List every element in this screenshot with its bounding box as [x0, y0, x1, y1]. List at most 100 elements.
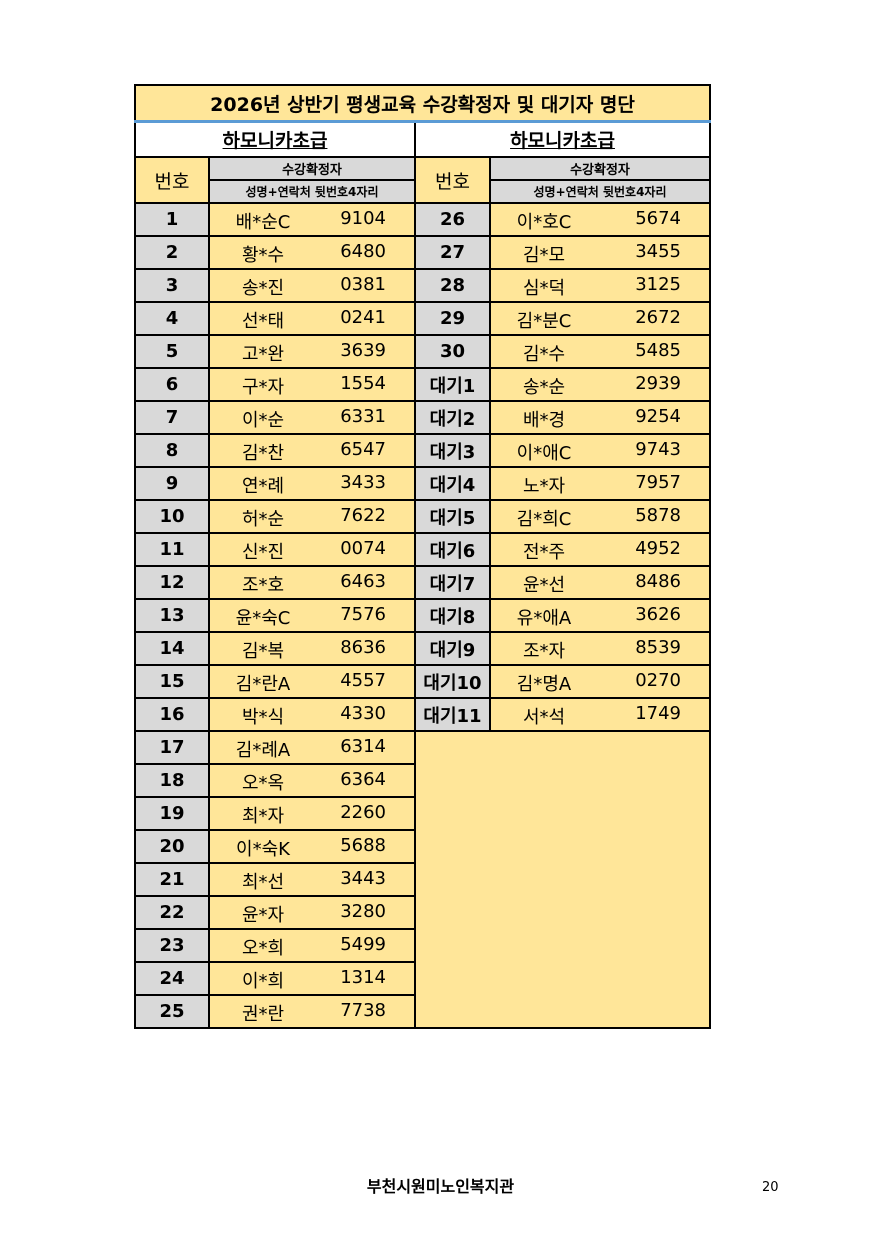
participant-name: 김*찬 — [241, 443, 285, 464]
participant-name: 최*자 — [241, 806, 285, 827]
table-row: 17 김*례A 6314 — [134, 730, 712, 1029]
phone-last-four: 3626 — [635, 604, 682, 625]
participant-name: 구*자 — [241, 377, 285, 398]
table-row: 8 김*찬 6547 대기3 이*애C 9743 — [134, 433, 712, 468]
right-row-number: 대기3 — [414, 433, 491, 468]
left-row-number: 4 — [134, 301, 210, 336]
participant-name: 신*진 — [241, 542, 285, 563]
right-entry-cell: 이*애C 9743 — [488, 433, 712, 468]
left-entry-cell: 선*태 0241 — [208, 301, 416, 336]
empty-area — [413, 730, 712, 1029]
phone-last-four: 9104 — [340, 208, 386, 229]
participant-name: 황*수 — [241, 245, 285, 266]
phone-last-four: 1749 — [635, 703, 682, 724]
left-entry-cell: 이*숙K 5688 — [208, 829, 416, 864]
phone-last-four: 6547 — [340, 439, 386, 460]
right-row-number: 대기2 — [414, 400, 491, 435]
left-row-number: 21 — [134, 862, 210, 897]
table-row: 12 조*호 6463 대기7 윤*선 8486 — [134, 565, 712, 600]
left-row-number: 13 — [134, 598, 210, 633]
participant-name: 오*옥 — [241, 773, 285, 794]
left-row-number: 7 — [134, 400, 210, 435]
phone-last-four: 3433 — [340, 472, 386, 493]
table-row: 1 배*순C 9104 26 이*호C 5674 — [134, 202, 712, 237]
right-entry-cell: 이*호C 5674 — [488, 202, 712, 237]
right-row-number: 대기8 — [414, 598, 491, 633]
left-entry-cell: 황*수 6480 — [208, 235, 416, 270]
participant-name: 서*석 — [522, 707, 566, 728]
participant-name: 송*순 — [522, 377, 566, 398]
phone-last-four: 6463 — [340, 571, 386, 592]
left-row-number: 11 — [134, 532, 210, 567]
left-entry-cell: 연*례 3433 — [208, 466, 416, 501]
phone-last-four: 4330 — [340, 703, 386, 724]
left-entry-cell: 김*란A 4557 — [208, 664, 416, 699]
right-entry-cell: 김*수 5485 — [488, 334, 712, 369]
table-row: 10 허*순 7622 대기5 김*희C 5878 — [134, 499, 712, 534]
left-name-phone-header: 성명+연락처 뒷번호4자리 — [208, 179, 416, 204]
right-row-number: 30 — [414, 334, 491, 369]
left-row-number: 6 — [134, 367, 210, 402]
participant-name: 이*애C — [516, 443, 572, 464]
participant-name: 이*숙K — [236, 839, 290, 860]
right-entry-cell: 김*분C 2672 — [488, 301, 712, 336]
left-entry-cell: 이*순 6331 — [208, 400, 416, 435]
right-entry-cell: 김*희C 5878 — [488, 499, 712, 534]
left-row-number: 16 — [134, 697, 210, 732]
phone-last-four: 9254 — [635, 406, 682, 427]
left-row-number: 3 — [134, 268, 210, 303]
left-entry-cell: 최*선 3443 — [208, 862, 416, 897]
phone-last-four: 0074 — [340, 538, 386, 559]
table-row: 15 김*란A 4557 대기10 김*명A 0270 — [134, 664, 712, 699]
left-entry-cell: 조*호 6463 — [208, 565, 416, 600]
left-entry-cell: 송*진 0381 — [208, 268, 416, 303]
phone-last-four: 6331 — [340, 406, 386, 427]
right-row-number: 26 — [414, 202, 491, 237]
table-row: 23 오*희 5499 — [134, 928, 710, 963]
phone-last-four: 2260 — [340, 802, 386, 823]
table-row: 7 이*순 6331 대기2 배*경 9254 — [134, 400, 712, 435]
right-entry-cell: 서*석 1749 — [488, 697, 712, 732]
phone-last-four: 6314 — [340, 736, 386, 757]
table-row: 20 이*숙K 5688 — [134, 829, 710, 864]
right-row-number: 대기4 — [414, 466, 491, 501]
participant-name: 윤*자 — [241, 905, 285, 926]
left-entry-cell: 오*옥 6364 — [208, 763, 416, 798]
phone-last-four: 8636 — [340, 637, 386, 658]
participant-name: 배*순C — [235, 212, 291, 233]
right-entry-cell: 노*자 7957 — [488, 466, 712, 501]
phone-last-four: 8539 — [635, 637, 682, 658]
right-row-number: 대기6 — [414, 532, 491, 567]
left-number-header: 번호 — [134, 156, 210, 204]
right-row-number: 대기7 — [414, 565, 491, 600]
left-row-number: 24 — [134, 961, 210, 996]
participant-name: 김*수 — [522, 344, 566, 365]
table-row: 22 윤*자 3280 — [134, 895, 710, 930]
phone-last-four: 4952 — [635, 538, 682, 559]
footer-organization: 부천시원미노인복지관 — [366, 1177, 515, 1196]
left-row-number: 20 — [134, 829, 210, 864]
participant-name: 박*식 — [241, 707, 285, 728]
table-row: 5 고*완 3639 30 김*수 5485 — [134, 334, 712, 369]
phone-last-four: 3639 — [340, 340, 386, 361]
left-row-number: 8 — [134, 433, 210, 468]
participant-name: 선*태 — [241, 311, 285, 332]
right-name-phone-header: 성명+연락처 뒷번호4자리 — [488, 179, 712, 204]
left-entry-cell: 최*자 2260 — [208, 796, 416, 831]
left-row-number: 15 — [134, 664, 210, 699]
phone-last-four: 0241 — [340, 307, 386, 328]
left-row-number: 1 — [134, 202, 210, 237]
participant-name: 고*완 — [241, 344, 285, 365]
participant-name: 김*례A — [235, 740, 291, 761]
right-confirmed-header: 수강확정자 — [488, 156, 712, 181]
table-row: 3 송*진 0381 28 심*덕 3125 — [134, 268, 712, 303]
phone-last-four: 7622 — [340, 505, 386, 526]
phone-last-four: 3455 — [635, 241, 682, 262]
left-row-number: 18 — [134, 763, 210, 798]
participant-name: 윤*선 — [522, 575, 566, 596]
participant-name: 배*경 — [522, 410, 566, 431]
left-entry-cell: 김*복 8636 — [208, 631, 416, 666]
phone-last-four: 5688 — [340, 835, 386, 856]
participant-name: 심*덕 — [522, 278, 566, 299]
phone-last-four: 7576 — [340, 604, 386, 625]
